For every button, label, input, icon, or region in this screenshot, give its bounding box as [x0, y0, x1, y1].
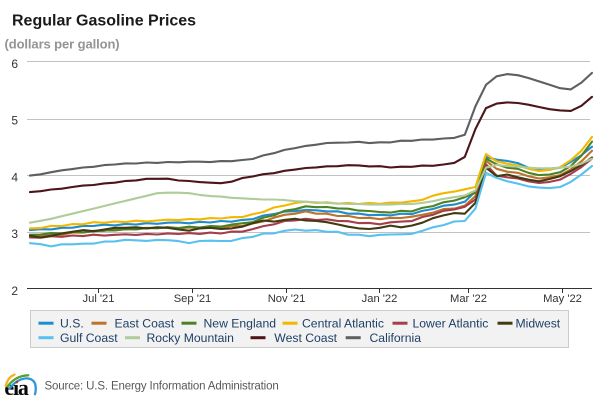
svg-text:Gulf Coast: Gulf Coast — [60, 331, 118, 345]
svg-text:East Coast: East Coast — [115, 316, 175, 330]
svg-text:Source: U.S. Energy Informatio: Source: U.S. Energy Information Administ… — [45, 380, 279, 392]
svg-text:California: California — [370, 331, 422, 345]
svg-text:U.S.: U.S. — [60, 316, 84, 330]
svg-text:Lower Atlantic: Lower Atlantic — [413, 316, 489, 330]
svg-text:(dollars per gallon): (dollars per gallon) — [5, 36, 120, 51]
svg-text:Rocky Mountain: Rocky Mountain — [147, 331, 234, 345]
svg-text:4: 4 — [11, 170, 18, 184]
svg-text:Nov '21: Nov '21 — [268, 293, 306, 305]
svg-text:2: 2 — [11, 284, 18, 298]
svg-text:Sep '21: Sep '21 — [174, 293, 212, 305]
svg-text:Midwest: Midwest — [516, 316, 561, 330]
svg-text:6: 6 — [11, 57, 18, 71]
svg-text:West Coast: West Coast — [274, 331, 337, 345]
svg-text:Regular Gasoline Prices: Regular Gasoline Prices — [12, 12, 196, 29]
svg-text:Mar '22: Mar '22 — [450, 293, 487, 305]
svg-text:5: 5 — [11, 114, 18, 128]
svg-text:Jan '22: Jan '22 — [362, 293, 398, 305]
svg-text:Central Atlantic: Central Atlantic — [302, 316, 384, 330]
svg-text:3: 3 — [11, 227, 18, 241]
svg-text:Jul '21: Jul '21 — [83, 293, 115, 305]
svg-text:May '22: May '22 — [543, 293, 582, 305]
svg-text:New England: New England — [204, 316, 277, 330]
